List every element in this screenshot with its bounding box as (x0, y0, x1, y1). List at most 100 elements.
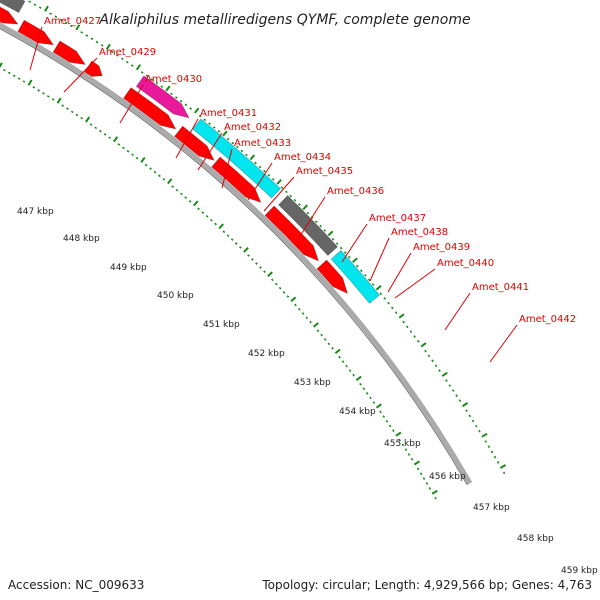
outer-tick (75, 24, 81, 31)
inner-tick (214, 222, 217, 226)
outer-tick (413, 335, 416, 338)
outer-tick (271, 178, 275, 181)
leader-line (247, 162, 273, 201)
gene-feature (135, 75, 190, 119)
inner-tick (239, 246, 242, 249)
outer-tick (208, 122, 211, 125)
outer-tick (441, 371, 448, 377)
outer-tick (427, 354, 431, 358)
outer-tick (363, 273, 367, 277)
inner-tick (122, 146, 125, 150)
outer-tick (150, 78, 154, 81)
outer-tick (174, 96, 178, 99)
backbone-arc (0, 22, 473, 485)
inner-tick (345, 364, 348, 368)
inner-tick (251, 258, 254, 261)
inner-tick (80, 116, 84, 120)
kbp-label: 452 kbp (248, 349, 285, 359)
outer-tick (487, 445, 491, 449)
outer-tick (59, 18, 63, 22)
outer-tick (258, 165, 262, 169)
inner-tick (369, 396, 372, 400)
outer-tick (455, 394, 458, 398)
kbp-label: 453 kbp (294, 378, 331, 388)
inner-tick (180, 192, 183, 196)
inner-tick (392, 429, 395, 433)
inner-tick (305, 316, 309, 320)
outer-tick (352, 257, 358, 263)
outer-tick (135, 64, 142, 71)
outer-tick (194, 107, 200, 114)
outer-tick (458, 399, 462, 403)
inner-tick (197, 207, 200, 211)
gene-labels: Amet_0427 Amet_0429 Amet_0430 Amet_0431 Amet… (44, 16, 576, 325)
leader-line (29, 26, 43, 71)
gene-feature (192, 118, 282, 199)
inner-tick-ring (0, 62, 438, 500)
inner-tick (22, 80, 26, 83)
inner-tick (309, 320, 312, 324)
outer-tick (302, 204, 309, 211)
outer-tick (471, 419, 475, 423)
topology-summary: Topology: circular; Length: 4,929,566 bp… (262, 578, 592, 592)
kbp-label: 448 kbp (63, 234, 100, 244)
inner-tick (388, 424, 392, 428)
kbp-label: 451 kbp (203, 320, 240, 330)
outer-tick (496, 461, 500, 464)
outer-tick (434, 364, 438, 368)
gene-features (0, 0, 381, 304)
inner-tick (286, 295, 290, 298)
inner-tick (162, 177, 166, 181)
gene-label: Amet_0442 (519, 314, 576, 325)
gene-label: Amet_0427 (44, 16, 101, 27)
gene-feature (84, 60, 103, 77)
outer-tick (478, 429, 481, 433)
outer-tick (263, 169, 266, 173)
outer-tick (359, 269, 363, 273)
outer-tick (110, 50, 114, 54)
outer-tick (390, 306, 394, 310)
outer-tick (465, 409, 468, 413)
inner-tick (12, 74, 16, 78)
outer-tick (451, 389, 455, 392)
outer-tick (481, 432, 488, 438)
inner-tick (0, 62, 3, 69)
label-leader-lines (29, 26, 518, 363)
outer-tick (375, 285, 382, 291)
outer-tick (319, 224, 322, 228)
leader-line (263, 176, 295, 212)
inner-tick (126, 149, 130, 153)
outer-tick (402, 320, 405, 324)
outer-tick (409, 330, 413, 334)
inner-tick (404, 448, 408, 452)
outer-tick (445, 379, 448, 382)
gene-feature (0, 6, 19, 25)
leader-line (369, 237, 390, 282)
backbone-edge (0, 28, 468, 486)
outer-tick (44, 5, 49, 12)
inner-tick (301, 312, 305, 315)
gene-feature (278, 194, 339, 257)
inner-tick (218, 223, 224, 230)
outer-tick (306, 211, 310, 215)
outer-tick (462, 402, 469, 407)
outer-tick (323, 229, 327, 232)
outer-tick (240, 149, 244, 153)
leader-line (489, 324, 518, 363)
inner-tick (201, 211, 205, 214)
inner-tick (355, 375, 362, 381)
inner-tick (255, 262, 258, 265)
inner-tick (359, 382, 362, 386)
outer-tick (315, 220, 318, 224)
outer-tick (254, 161, 257, 165)
outer-tick (502, 471, 506, 475)
inner-tick (385, 419, 389, 423)
leader-line (119, 84, 144, 124)
outer-tick (398, 313, 405, 319)
kbp-label: 450 kbp (157, 291, 194, 301)
outer-tick (468, 414, 472, 418)
inner-tick (379, 410, 382, 414)
gene-label: Amet_0440 (437, 258, 494, 269)
inner-tick (282, 290, 286, 294)
inner-tick (108, 136, 112, 140)
